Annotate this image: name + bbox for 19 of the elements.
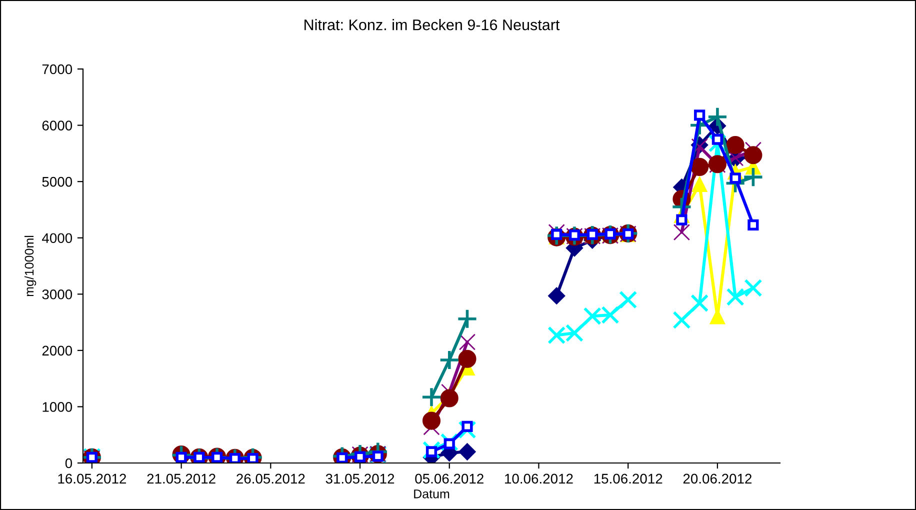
chart-title: Nitrat: Konz. im Becken 9-16 Neustart [304,19,560,30]
y-tick-label: 5000 [42,176,72,187]
x-tick-label: 05.06.2012 [415,474,484,484]
x-axis-title: Datum [414,490,450,498]
y-tick-label: 4000 [42,233,72,244]
y-tick-label: 3000 [42,289,72,300]
x-tick-label: 15.06.2012 [594,474,662,484]
y-axis-title: mg/1000ml [24,236,36,296]
x-tick-label: 16.05.2012 [58,474,126,484]
y-tick-label: 7000 [42,64,72,74]
y-tick-label: 1000 [42,402,72,412]
x-tick-label: 31.05.2012 [326,474,394,484]
x-tick-label: 10.06.2012 [505,474,573,484]
y-tick-label: 6000 [42,120,72,130]
x-tick-label: 21.05.2012 [147,474,216,484]
y-tick-label: 0 [65,458,72,468]
y-tick-label: 2000 [42,346,72,356]
x-tick-label: 26.05.2012 [236,474,305,484]
x-tick-label: 20.06.2012 [683,474,752,484]
